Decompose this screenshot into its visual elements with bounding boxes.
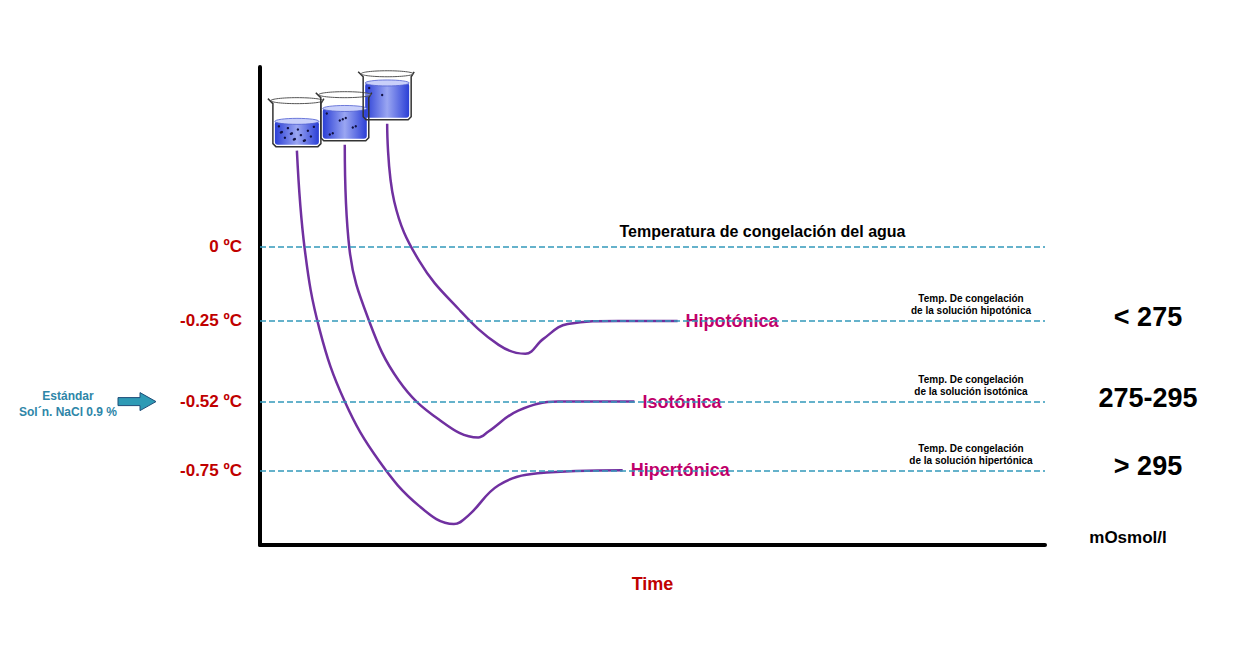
svg-text:-0.75 ºC: -0.75 ºC <box>180 461 242 480</box>
svg-text:Temp. De congelación: Temp. De congelación <box>918 443 1023 454</box>
svg-text:de la solución hipotónica: de la solución hipotónica <box>911 305 1031 316</box>
svg-text:Isotónica: Isotónica <box>642 391 722 412</box>
svg-text:-0.25 ºC: -0.25 ºC <box>180 311 242 330</box>
svg-text:Hipotónica: Hipotónica <box>685 310 779 331</box>
svg-text:< 275: < 275 <box>1114 302 1182 332</box>
svg-text:0 ºC: 0 ºC <box>209 237 242 256</box>
svg-text:> 295: > 295 <box>1114 451 1182 481</box>
svg-text:de la solución isotónica: de la solución isotónica <box>914 386 1028 397</box>
svg-text:Estándar: Estándar <box>42 389 94 403</box>
svg-text:-0.52 ºC: -0.52 ºC <box>180 392 242 411</box>
svg-text:275-295: 275-295 <box>1098 383 1197 413</box>
svg-text:Sol´n. NaCl 0.9 %: Sol´n. NaCl 0.9 % <box>19 405 117 419</box>
svg-text:mOsmol/l: mOsmol/l <box>1089 528 1166 547</box>
svg-text:Temp. De congelación: Temp. De congelación <box>918 374 1023 385</box>
svg-text:Hipertónica: Hipertónica <box>630 460 730 481</box>
svg-text:Time: Time <box>632 574 674 594</box>
svg-text:Temp. De congelación: Temp. De congelación <box>918 293 1023 304</box>
svg-text:Temperatura de congelación del: Temperatura de congelación del agua <box>620 223 906 240</box>
svg-text:de la solución hipertónica: de la solución hipertónica <box>909 455 1033 466</box>
